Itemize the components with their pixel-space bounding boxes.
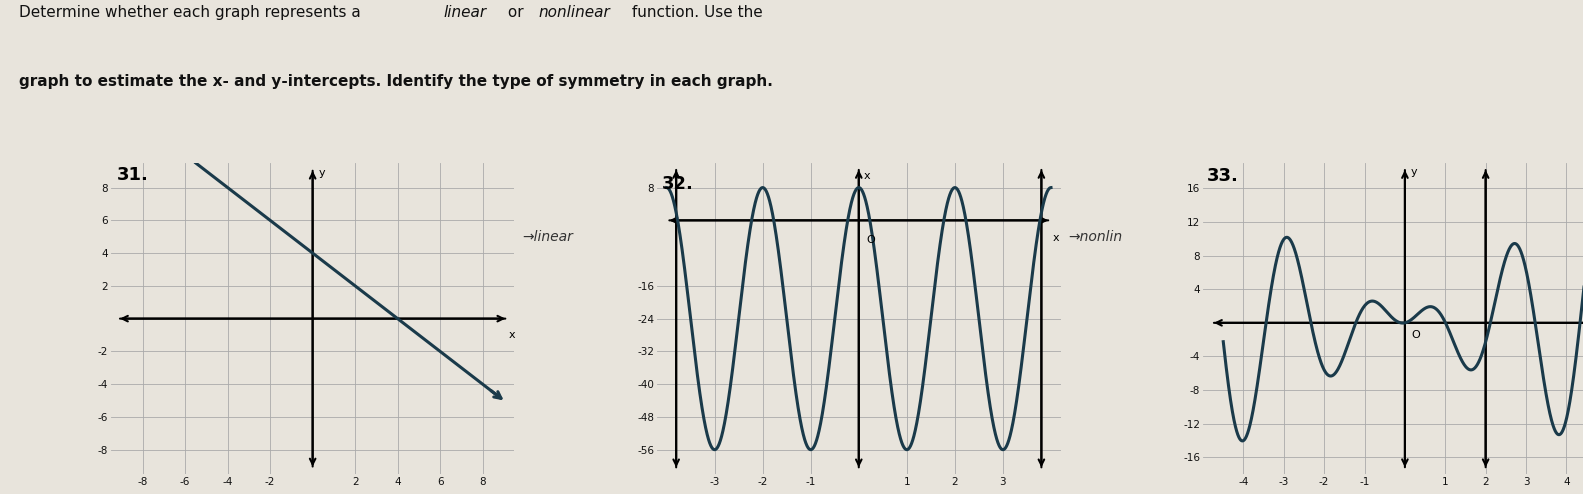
Text: O: O — [1410, 329, 1420, 339]
Text: function. Use the: function. Use the — [627, 5, 763, 20]
Text: →linear: →linear — [522, 230, 573, 244]
Text: Determine whether each graph represents a: Determine whether each graph represents … — [19, 5, 366, 20]
Text: y: y — [320, 168, 326, 178]
Text: y: y — [1410, 167, 1418, 177]
Text: graph to estimate the x- and y-intercepts. Identify the type of symmetry in each: graph to estimate the x- and y-intercept… — [19, 74, 773, 89]
Text: 32.: 32. — [662, 175, 693, 193]
Text: linear: linear — [443, 5, 486, 20]
Text: or: or — [503, 5, 529, 20]
Text: x: x — [1053, 233, 1059, 243]
Text: nonlinear: nonlinear — [538, 5, 609, 20]
Text: O: O — [866, 235, 875, 245]
Text: →nonlin: →nonlin — [1069, 230, 1122, 244]
Text: x: x — [864, 171, 871, 181]
Text: 31.: 31. — [117, 166, 149, 184]
Text: x: x — [510, 330, 516, 340]
Text: 33.: 33. — [1208, 167, 1239, 185]
